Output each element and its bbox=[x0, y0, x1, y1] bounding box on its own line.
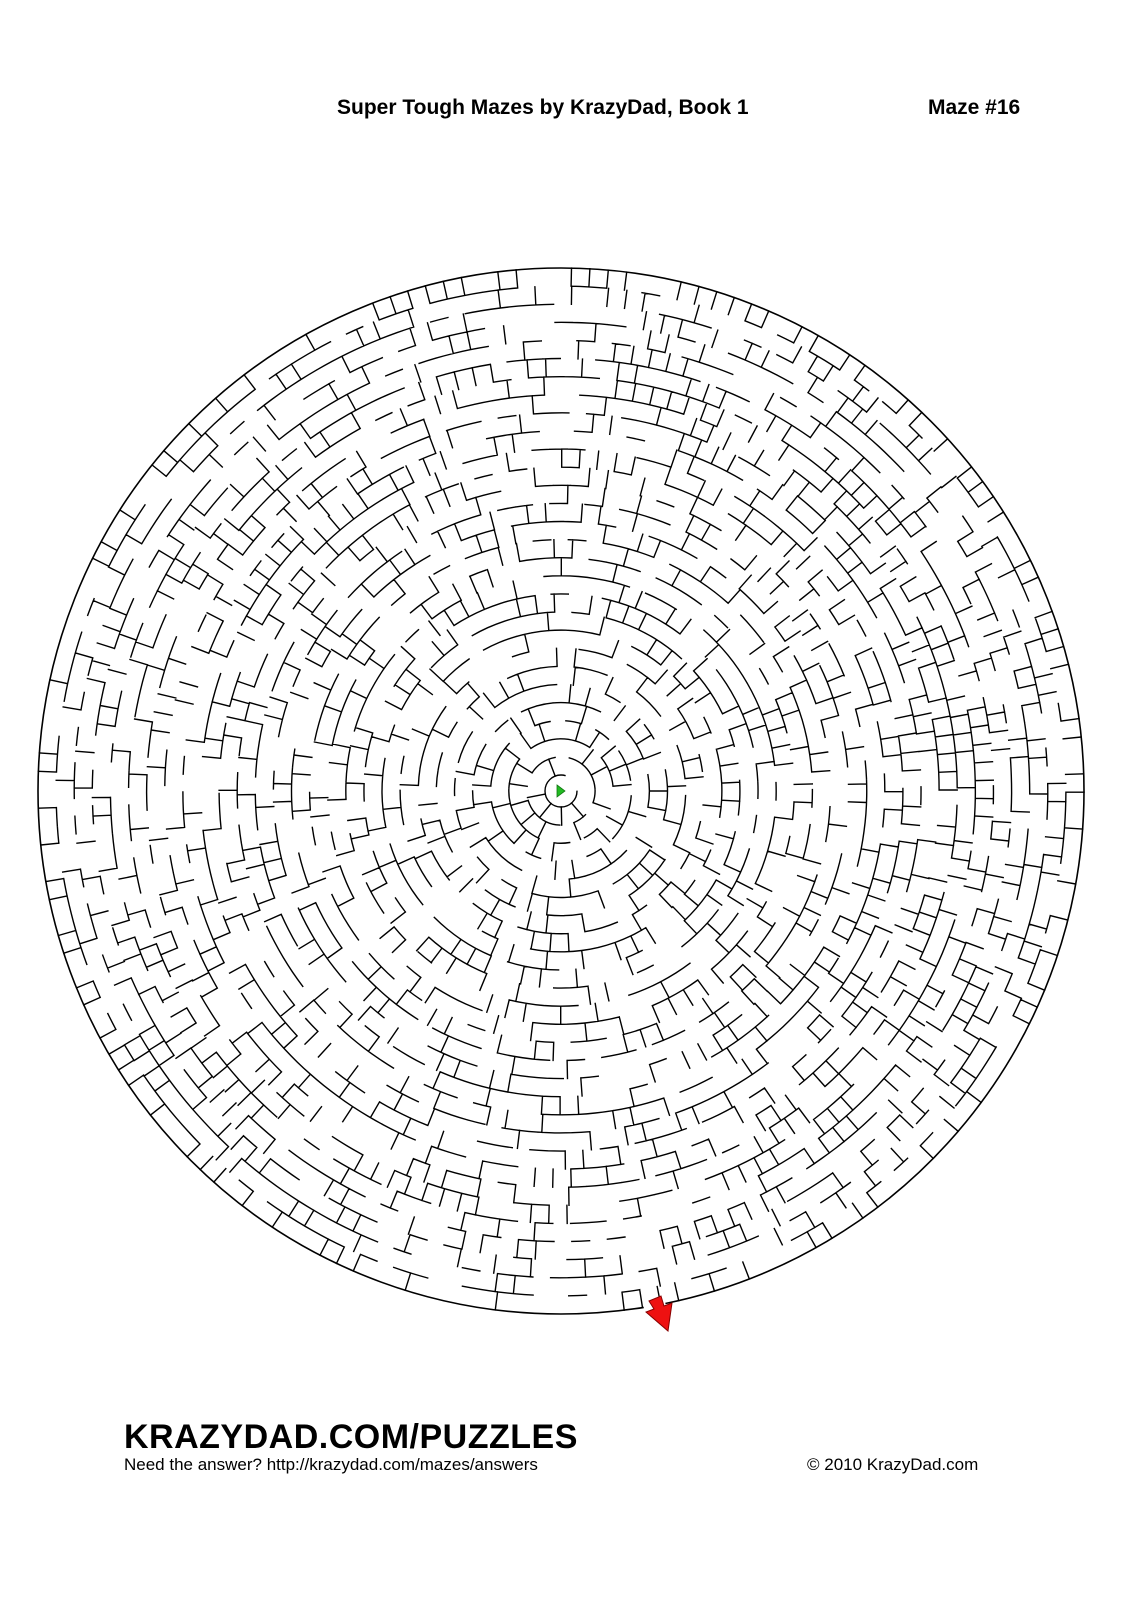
entry-arrow-icon[interactable] bbox=[645, 1295, 673, 1332]
book-title: Super Tough Mazes by KrazyDad, Book 1 bbox=[337, 96, 749, 119]
maze-walls bbox=[37, 267, 1085, 1311]
maze-center-ring bbox=[544, 774, 578, 808]
maze-wall-segments bbox=[37, 267, 1085, 1311]
answer-link-text[interactable]: Need the answer? http://krazydad.com/maz… bbox=[124, 1455, 538, 1474]
copyright-text: © 2010 KrazyDad.com bbox=[807, 1455, 979, 1474]
goal-marker-icon bbox=[556, 784, 566, 798]
brand-url[interactable]: KRAZYDAD.COM/PUZZLES bbox=[124, 1418, 578, 1456]
goal-arrow-shape bbox=[556, 784, 566, 798]
maze-number: Maze #16 bbox=[928, 96, 1021, 119]
entry-arrow-shape bbox=[645, 1295, 673, 1332]
maze-outer-wall bbox=[37, 267, 1085, 1315]
